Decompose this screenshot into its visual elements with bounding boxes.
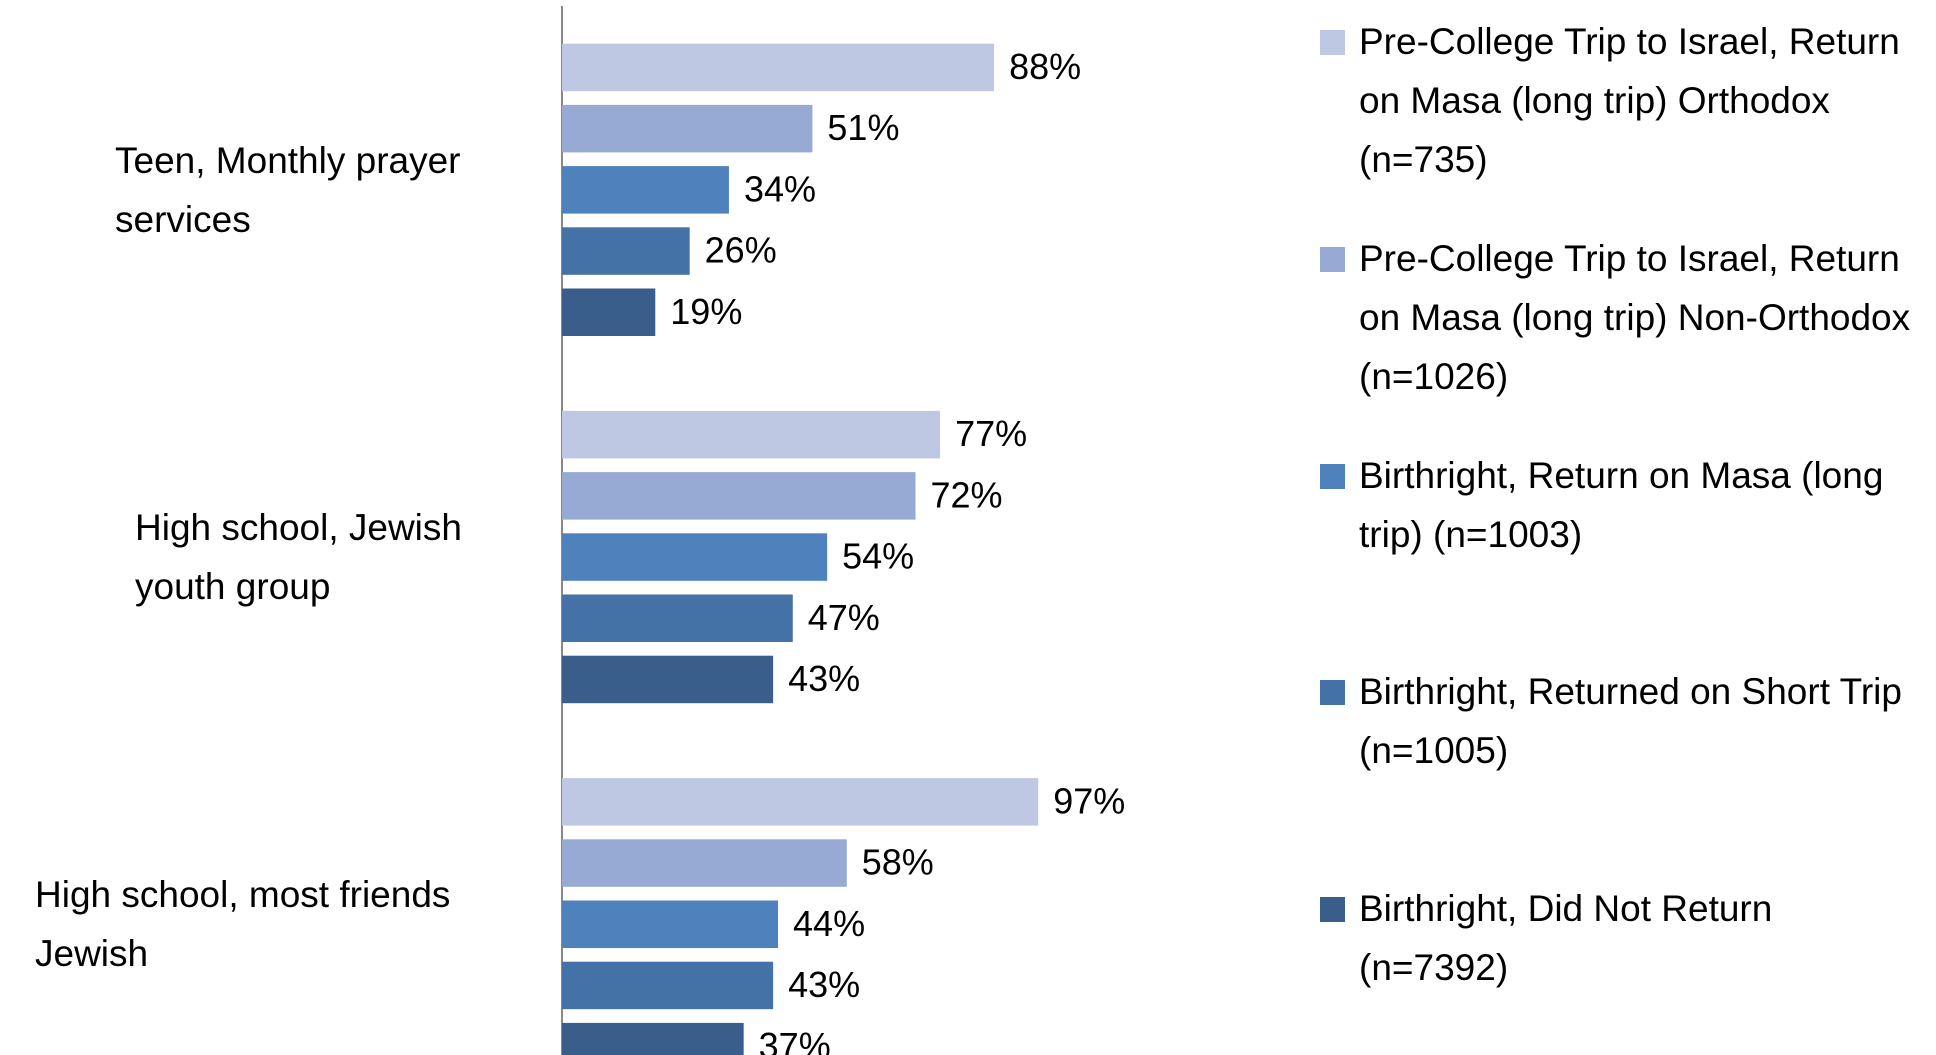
value-label: 43% (788, 964, 860, 1005)
value-label: 26% (705, 230, 777, 271)
value-label: 77% (955, 413, 1027, 454)
value-label: 72% (931, 474, 1003, 515)
bar (562, 43, 995, 92)
value-label: 43% (788, 658, 860, 699)
bar (562, 1022, 744, 1055)
bar (562, 104, 813, 153)
category-label: Teen, Monthly prayer services (115, 139, 461, 240)
legend-swatch (1320, 30, 1345, 55)
bar (562, 288, 656, 336)
legend-swatch (1320, 680, 1345, 705)
legend-swatch (1320, 897, 1345, 922)
category-label: High school, most friends Jewish (35, 874, 451, 975)
value-label: 54% (842, 536, 914, 577)
legend-label: Pre-College Trip to Israel, Return on Ma… (1359, 21, 1900, 180)
legend-label: Birthright, Return on Masa (long trip) (… (1359, 455, 1884, 555)
value-label: 19% (670, 291, 742, 332)
value-label: 47% (808, 597, 880, 638)
value-label: 58% (862, 842, 934, 883)
bar (562, 166, 729, 214)
bar (562, 655, 774, 704)
category-label: High school, Jewish youth group (135, 507, 462, 608)
legend-swatch (1320, 464, 1345, 489)
bar (562, 961, 774, 1010)
bar (562, 900, 779, 948)
bar (562, 533, 828, 581)
value-label: 97% (1053, 780, 1125, 821)
value-label: 88% (1009, 46, 1081, 87)
bar (562, 778, 1039, 826)
bar (562, 472, 916, 520)
legend-label: Birthright, Returned on Short Trip (n=10… (1359, 671, 1902, 771)
value-label: 37% (759, 1025, 831, 1055)
bar (562, 839, 847, 887)
bar (562, 594, 793, 642)
legend-swatch (1320, 247, 1345, 272)
legend-label: Pre-College Trip to Israel, Return on Ma… (1359, 238, 1911, 397)
value-label: 34% (744, 168, 816, 209)
value-label: 51% (827, 107, 899, 148)
legend-label: Birthright, Did Not Return (n=7392) (1359, 888, 1773, 988)
value-label: 44% (793, 903, 865, 944)
bar (562, 227, 690, 275)
bar (562, 410, 941, 459)
